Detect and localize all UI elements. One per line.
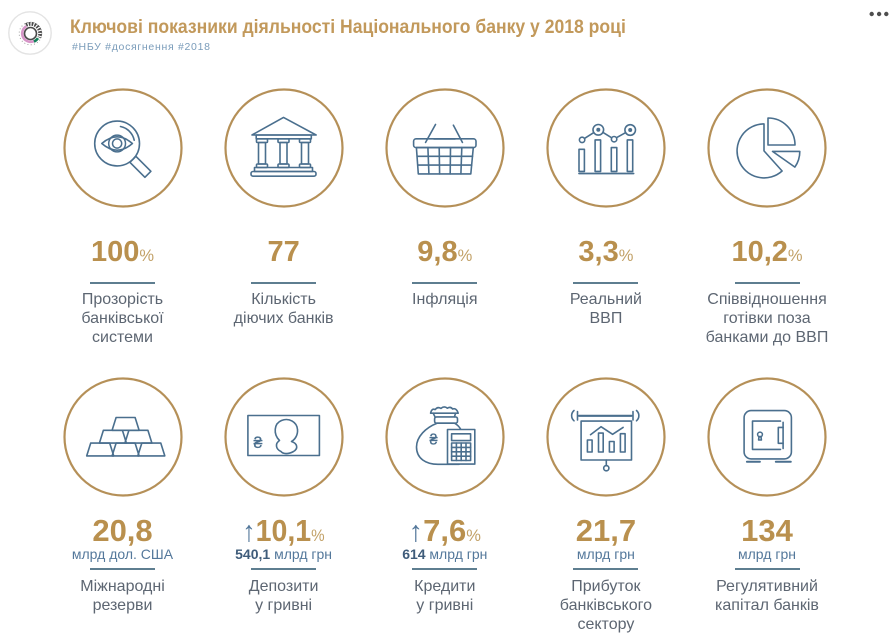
svg-text:₴: ₴: [429, 433, 437, 449]
svg-text:₴: ₴: [253, 435, 262, 452]
